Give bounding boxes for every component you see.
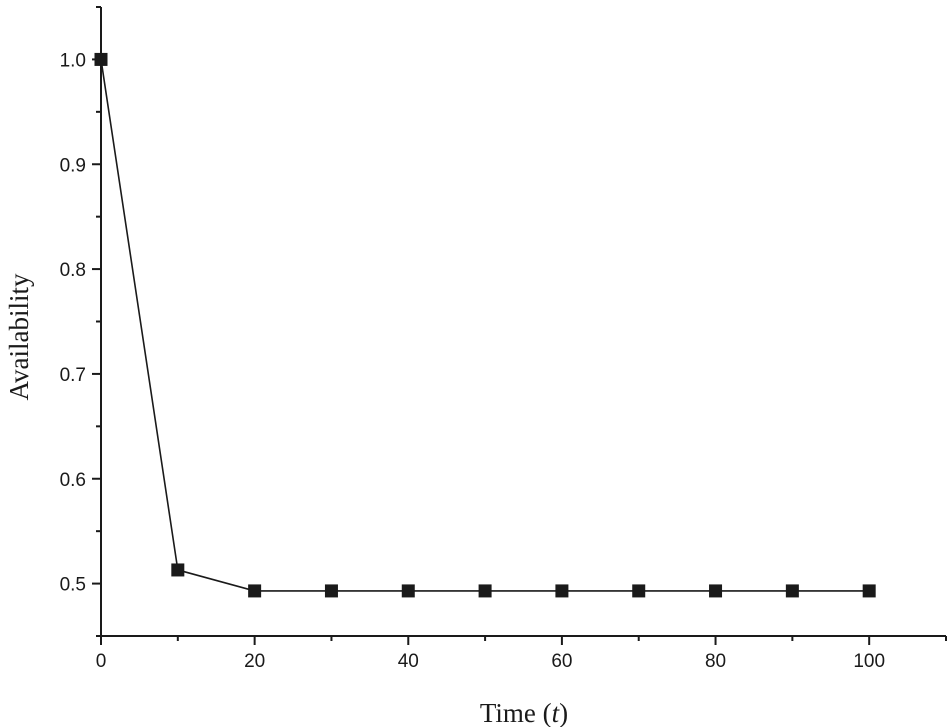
data-point-marker [785,584,799,598]
data-point-marker [324,584,338,598]
x-tick-label: 100 [853,651,885,672]
data-point-marker [478,584,492,598]
x-axis-ticks: 0 20 40 60 80 100 [96,636,947,672]
y-tick-label: 0.5 [60,575,86,596]
x-axis-title-variable: t [552,698,561,727]
x-tick-label: 80 [705,651,726,672]
data-point-marker [709,584,723,598]
x-axis-title-close: ) [559,698,568,727]
x-tick-label: 20 [244,651,265,672]
x-axis-title-text: Time ( [480,698,552,727]
y-tick-label: 0.6 [60,470,86,491]
data-point-marker [171,563,185,577]
x-axis-title: Time (t) [480,698,568,727]
data-point-marker [248,584,262,598]
y-tick-label: 0.8 [60,260,86,281]
y-tick-label: 0.7 [60,365,86,386]
data-point-marker [632,584,646,598]
series-group [94,52,876,598]
y-tick-label: 0.9 [60,155,86,176]
data-point-marker [94,52,108,66]
y-axis-ticks: 0.5 0.6 0.7 0.8 0.9 1.0 [60,6,101,637]
y-tick-label: 1.0 [60,50,86,71]
x-tick-label: 40 [398,651,419,672]
data-point-marker [401,584,415,598]
data-point-marker [862,584,876,598]
x-tick-label: 60 [551,651,572,672]
x-tick-label: 0 [96,651,107,672]
data-point-marker [555,584,569,598]
series-line [100,59,870,592]
y-axis-title: Availability [4,273,34,400]
